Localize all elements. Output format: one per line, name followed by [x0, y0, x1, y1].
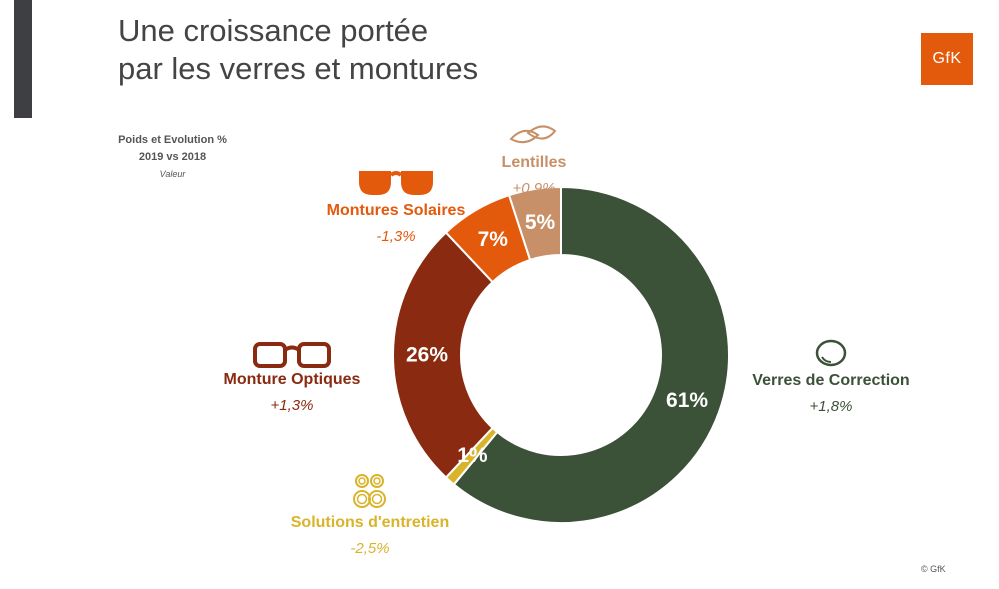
side-accent-bar	[14, 0, 32, 118]
subtitle-line-3: Valeur	[159, 169, 186, 179]
category-name: Montures Solaires	[326, 202, 466, 219]
category-name: Solutions d'entretien	[290, 514, 450, 531]
donut-slice	[452, 185, 730, 524]
subtitle-line-2: 2019 vs 2018	[138, 151, 207, 163]
page-title: Une croissance portée par les verres et …	[118, 12, 478, 88]
label-lentilles: Lentilles +0,9%	[470, 154, 598, 197]
category-name: Lentilles	[501, 154, 567, 171]
contact-lenses-icon	[509, 125, 557, 144]
category-name: Monture Optiques	[223, 371, 361, 388]
evolution-value: +1,3%	[270, 397, 314, 414]
evolution-value: +0,9%	[512, 180, 556, 197]
evolution-value: -1,3%	[376, 228, 416, 245]
chart-subtitle: Poids et Evolution % 2019 vs 2018 Valeur	[100, 132, 245, 183]
donut-slice	[507, 185, 562, 262]
copyright-notice: © GfK	[921, 564, 946, 574]
donut-slice	[392, 231, 494, 479]
optical-glasses-icon	[253, 342, 331, 368]
slice-value-label: 61%	[666, 389, 708, 412]
label-solutions-entretien: Solutions d'entretien -2,5%	[268, 514, 472, 557]
slice-value-label: 7%	[478, 228, 509, 251]
label-verres-de-correction: Verres de Correction +1,8%	[728, 372, 934, 415]
lens-icon	[815, 339, 847, 367]
title-line-2: par les verres et montures	[118, 51, 479, 86]
slice-value-label: 5%	[525, 211, 556, 234]
evolution-value: +1,8%	[809, 398, 853, 415]
subtitle-line-1: Poids et Evolution %	[118, 134, 227, 146]
evolution-value: -2,5%	[350, 540, 390, 557]
slice-value-label: 26%	[406, 344, 448, 367]
label-montures-solaires: Montures Solaires -1,3%	[304, 202, 488, 245]
sunglasses-icon	[359, 171, 433, 195]
label-monture-optiques: Monture Optiques +1,3%	[196, 371, 388, 414]
category-name: Verres de Correction	[752, 372, 910, 389]
slice-value-label: 1%	[457, 444, 488, 467]
title-line-1: Une croissance portée	[118, 13, 429, 48]
gfk-logo: GfK	[921, 33, 973, 85]
contact-lens-case-icon	[353, 474, 386, 508]
